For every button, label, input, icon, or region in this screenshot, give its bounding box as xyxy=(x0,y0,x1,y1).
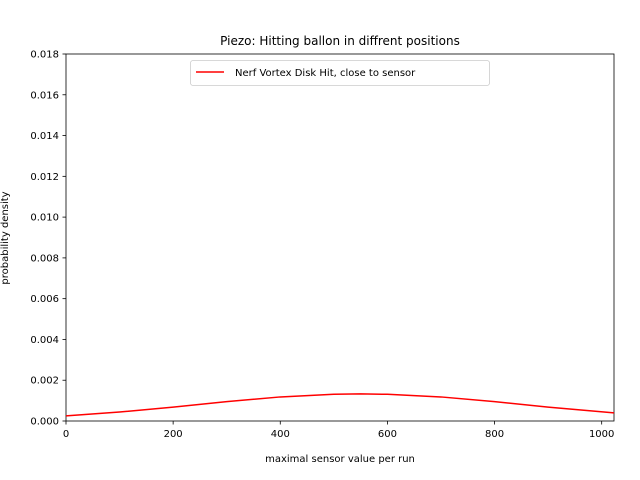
y-axis-label: probability density xyxy=(0,191,11,284)
y-tick-label: 0.010 xyxy=(30,213,59,224)
legend: Nerf Vortex Disk Hit, close to sensor xyxy=(190,60,490,86)
y-tick-label: 0.006 xyxy=(30,294,59,305)
y-tick-label: 0.014 xyxy=(30,131,59,142)
y-tick-label: 0.012 xyxy=(30,172,59,183)
legend-box xyxy=(190,60,490,86)
x-tick-label: 200 xyxy=(164,429,183,440)
x-tick-label: 800 xyxy=(485,429,504,440)
axes-frame xyxy=(65,53,615,422)
chart-title: Piezo: Hitting ballon in diffrent positi… xyxy=(220,34,460,48)
x-tick-label: 400 xyxy=(271,429,290,440)
legend-label: Nerf Vortex Disk Hit, close to sensor xyxy=(235,68,416,79)
plot-area: 0 200 400 600 800 1000 0.000 0.002 0.004 0.006 0.0… xyxy=(30,50,614,441)
y-tick-label: 0.018 xyxy=(30,50,59,61)
y-tick-label: 0.016 xyxy=(30,90,59,101)
series-line xyxy=(65,393,615,417)
y-tick-label: 0.000 xyxy=(30,417,59,428)
x-axis-label: maximal sensor value per run xyxy=(265,454,415,465)
x-tick-label: 1000 xyxy=(589,429,614,440)
y-tick-label: 0.002 xyxy=(30,376,59,387)
y-tick-label: 0.008 xyxy=(30,253,59,264)
y-tick-label: 0.004 xyxy=(30,335,59,346)
x-tick-label: 600 xyxy=(378,429,397,440)
x-tick-label: 0 xyxy=(63,429,69,440)
